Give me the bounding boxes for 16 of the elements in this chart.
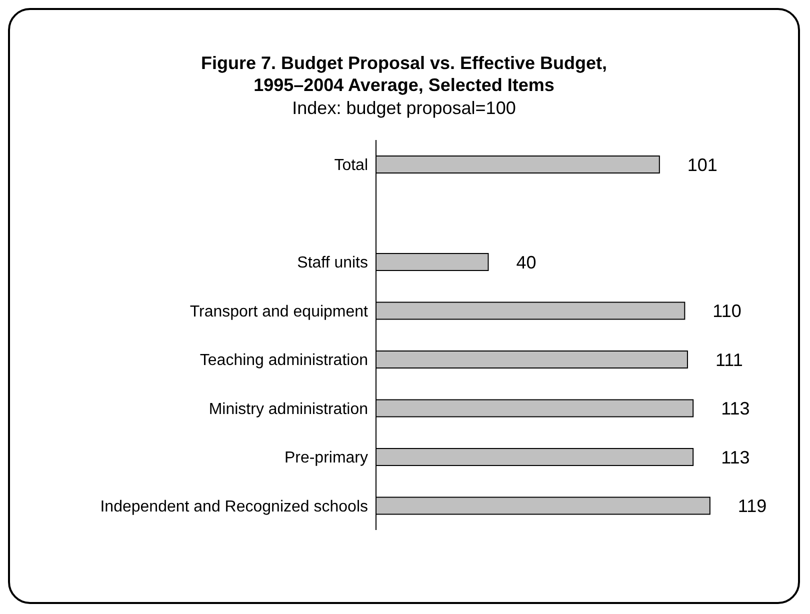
- y-tick-label: Teaching administration: [200, 352, 368, 370]
- data-label: 113: [721, 398, 750, 419]
- y-tick-label: Total: [334, 157, 368, 174]
- data-label: 40: [516, 252, 536, 272]
- y-tick-label: Ministry administration: [208, 400, 368, 418]
- data-label: 110: [712, 301, 742, 322]
- data-label: 113: [721, 447, 750, 468]
- y-tick-label: Transport and equipment: [190, 303, 369, 320]
- data-label: 101: [687, 154, 718, 175]
- y-tick-label: Pre-primary: [284, 450, 368, 467]
- chart-subtitle: Index: budget proposal=100: [291, 97, 517, 120]
- data-label: 111: [715, 350, 743, 370]
- chart-title: Figure 7. Budget Proposal vs. Effective Budget, 1995–2004 Average, Selected Items: [200, 52, 608, 96]
- y-tick-label: Staff units: [297, 254, 368, 272]
- data-label: 119: [738, 496, 767, 516]
- y-tick-label: Independent and Recognized schools: [100, 498, 368, 516]
